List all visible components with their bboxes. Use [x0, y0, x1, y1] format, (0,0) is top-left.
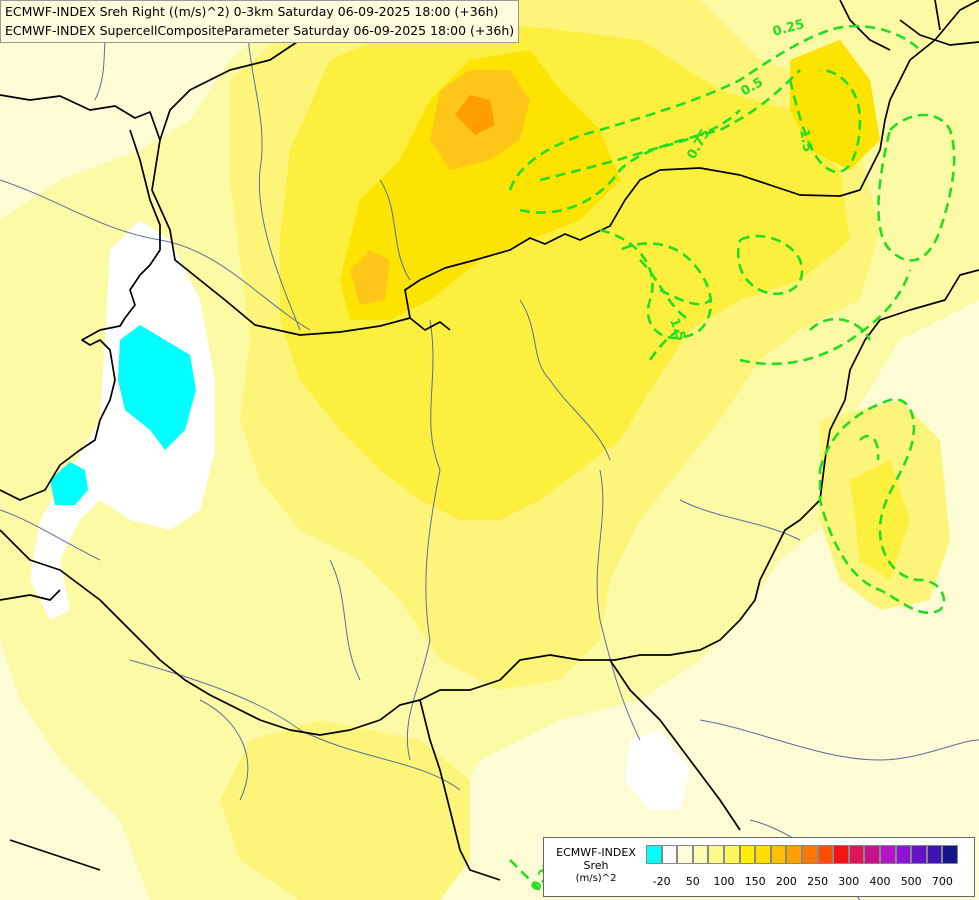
- legend-swatch: [926, 845, 943, 864]
- legend-tick-label: 200: [775, 875, 797, 888]
- field-white-west: [30, 220, 215, 620]
- legend-unit: (m/s)^2: [575, 873, 617, 884]
- legend-swatch: [723, 845, 740, 864]
- field-cyan-2: [50, 462, 88, 505]
- contour-label: 1.5: [796, 128, 815, 153]
- legend-swatch: [848, 845, 865, 864]
- legend-swatch: [739, 845, 756, 864]
- legend-swatch: [692, 845, 709, 864]
- legend-tick-label: 150: [744, 875, 766, 888]
- legend-swatch: [646, 845, 662, 864]
- title-line-sreh: ECMWF-INDEX Sreh Right ((m/s)^2) 0-3km S…: [5, 4, 499, 19]
- legend-swatch: [879, 845, 896, 864]
- legend-swatch: [864, 845, 880, 864]
- legend-tick-label: 250: [807, 875, 829, 888]
- legend-tick-label: 400: [869, 875, 891, 888]
- title-line-scp: ECMWF-INDEX SupercellCompositeParameter …: [5, 23, 515, 38]
- field-orange: [455, 95, 495, 135]
- legend-swatch: [677, 845, 693, 864]
- legend-swatch: [708, 845, 724, 864]
- legend-swatch: [895, 845, 912, 864]
- legend-label: ECMWF-INDEX Sreh (m/s)^2: [550, 846, 642, 885]
- scp-contours: [508, 24, 956, 891]
- field-yellow-south: [220, 720, 470, 900]
- contour-label: 1.5: [666, 316, 688, 343]
- legend-tick-label: -20: [652, 875, 671, 888]
- legend-title: ECMWF-INDEX: [556, 846, 636, 859]
- legend-swatch: [833, 845, 849, 864]
- legend-swatch: [770, 845, 787, 864]
- legend-variable: Sreh: [583, 859, 609, 872]
- legend-swatch: [661, 845, 678, 864]
- legend-swatch: [755, 845, 771, 864]
- legend-tick-label: 500: [900, 875, 922, 888]
- legend-tick-label: 50: [685, 875, 700, 888]
- field-gold: [340, 50, 620, 320]
- color-legend: ECMWF-INDEX Sreh (m/s)^2 -20 50 100 150 200 2…: [543, 837, 975, 897]
- map-title: ECMWF-INDEX Sreh Right ((m/s)^2) 0-3km S…: [0, 0, 520, 43]
- field-white-south: [625, 730, 690, 810]
- legend-swatch: [801, 845, 818, 864]
- field-orange-light-2: [350, 250, 390, 305]
- field-gold-2: [790, 40, 880, 170]
- legend-tick-label: 700: [931, 875, 953, 888]
- legend-swatch: [786, 845, 802, 864]
- legend-ticks: -20 50 100 150 200 250 300 400 500 700: [646, 875, 976, 891]
- field-cyan-1: [118, 325, 196, 450]
- legend-swatch: [942, 845, 958, 864]
- legend-swatches: [646, 845, 958, 864]
- legend-tick-label: 100: [713, 875, 735, 888]
- legend-swatch: [817, 845, 834, 864]
- legend-swatch: [911, 845, 927, 864]
- legend-tick-label: 300: [838, 875, 860, 888]
- country-borders: [0, 0, 979, 881]
